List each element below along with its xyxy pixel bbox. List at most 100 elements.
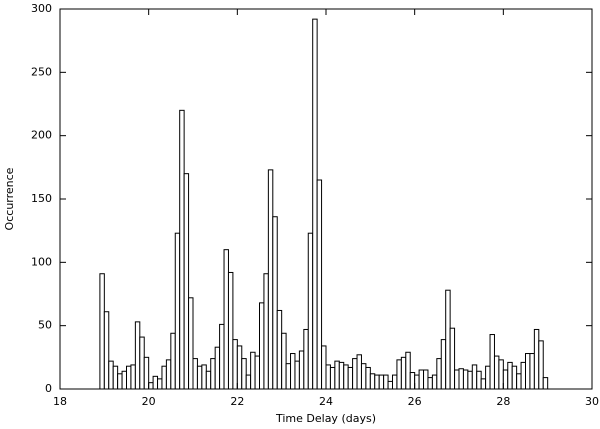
bar	[502, 369, 509, 390]
bar	[254, 355, 260, 390]
bar	[525, 353, 531, 390]
bar	[250, 351, 256, 390]
bar	[263, 273, 269, 390]
bar	[538, 340, 544, 390]
bar	[117, 373, 123, 390]
bar	[356, 354, 362, 390]
bar	[312, 18, 318, 390]
bar	[347, 366, 354, 390]
bar	[143, 356, 150, 390]
bar	[174, 232, 181, 390]
bar	[418, 369, 425, 390]
bar	[236, 345, 243, 390]
bar	[431, 374, 438, 390]
bar	[360, 363, 367, 390]
x-tick-label: 30	[585, 395, 599, 408]
bar	[414, 374, 420, 390]
bar	[458, 368, 464, 390]
bar	[165, 359, 172, 390]
bar	[134, 321, 141, 390]
y-tick-label: 300	[31, 2, 52, 15]
bar	[400, 356, 407, 390]
bar	[245, 374, 252, 390]
bar	[409, 372, 416, 390]
x-tick-label: 26	[408, 395, 422, 408]
bar	[139, 336, 145, 390]
bar	[161, 365, 167, 390]
bar	[157, 378, 163, 390]
bar	[542, 377, 549, 390]
y-tick-label: 200	[31, 129, 52, 142]
bar	[352, 358, 358, 390]
bar	[205, 370, 212, 390]
bar	[387, 380, 394, 390]
bar	[445, 289, 451, 390]
bar	[374, 374, 380, 390]
bar	[511, 365, 518, 390]
y-tick-label: 100	[31, 255, 52, 268]
bar	[196, 365, 203, 390]
bar	[130, 364, 136, 390]
bar	[183, 173, 190, 390]
bar	[227, 271, 234, 390]
bar	[396, 359, 402, 390]
bar	[316, 179, 323, 390]
bar	[303, 328, 309, 390]
bar	[436, 358, 442, 390]
bar	[298, 350, 305, 390]
bar	[493, 355, 500, 390]
bar	[321, 345, 327, 390]
bar	[170, 332, 176, 390]
bar	[338, 361, 345, 390]
bar	[498, 359, 504, 390]
bar	[489, 334, 495, 390]
bar	[462, 369, 469, 390]
bar	[365, 366, 371, 390]
bar	[449, 327, 456, 390]
bar	[192, 358, 198, 390]
x-tick-label: 20	[142, 395, 156, 408]
bar	[476, 370, 482, 390]
bar	[520, 361, 526, 390]
bar	[307, 232, 314, 390]
bar	[383, 374, 389, 390]
bar	[533, 328, 540, 390]
y-tick-label: 150	[31, 192, 52, 205]
x-tick-label: 18	[53, 395, 67, 408]
bar	[210, 358, 216, 390]
bar	[223, 249, 229, 390]
x-tick-label: 28	[496, 395, 510, 408]
bar	[214, 346, 221, 390]
bar	[188, 297, 194, 390]
bar	[290, 353, 296, 390]
bar	[121, 370, 127, 390]
bar	[423, 369, 429, 390]
bar	[285, 363, 292, 390]
bar	[329, 366, 336, 390]
bar	[334, 360, 340, 390]
bar	[343, 364, 349, 390]
bar	[108, 360, 114, 390]
bar	[529, 353, 535, 390]
bar	[232, 339, 238, 390]
bar	[276, 309, 283, 390]
bar	[427, 377, 433, 390]
bar	[471, 364, 478, 390]
bar	[405, 351, 411, 390]
x-tick-label: 22	[230, 395, 244, 408]
x-axis-label: Time Delay (days)	[275, 412, 376, 425]
x-tick-label: 24	[319, 395, 333, 408]
bar	[241, 358, 247, 390]
bar	[507, 361, 513, 390]
bar	[378, 374, 385, 390]
bar	[112, 365, 119, 390]
bar	[201, 364, 207, 390]
bar	[267, 169, 274, 390]
bar	[103, 311, 110, 390]
bar	[440, 339, 447, 390]
bar	[179, 109, 185, 390]
bar	[126, 365, 132, 390]
bar	[281, 332, 287, 390]
bar	[259, 302, 265, 390]
